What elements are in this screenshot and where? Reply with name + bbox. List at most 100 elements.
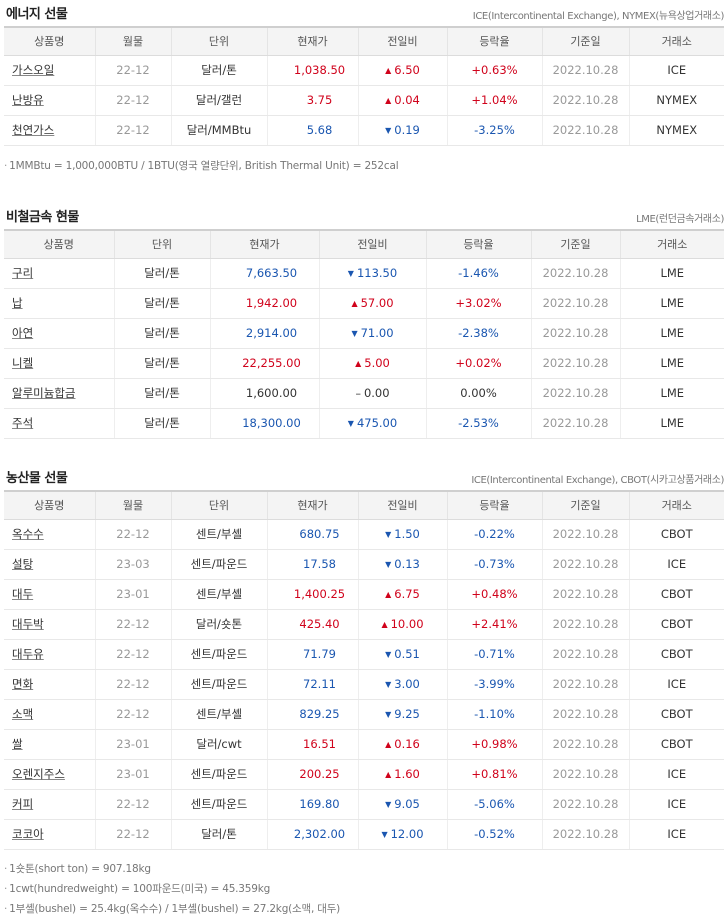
commodity-link[interactable]: 코코아 [12, 827, 44, 841]
commodity-link[interactable]: 천연가스 [12, 123, 55, 137]
rate-cell: -3.25% [446, 115, 542, 146]
month-cell: 22-12 [94, 115, 171, 146]
change-cell: ▼ 71.00 [318, 318, 426, 349]
commodity-name-cell: 난방유 [4, 85, 95, 116]
commodity-link[interactable]: 구리 [12, 266, 34, 280]
price-cell: 200.25 [266, 759, 358, 790]
month-cell: 22-12 [94, 609, 171, 640]
commodity-name-cell: 코코아 [4, 819, 95, 850]
exchange-cell: ICE [628, 549, 724, 580]
commodity-link[interactable]: 아연 [12, 326, 34, 340]
change-value: 475.00 [356, 416, 398, 430]
commodity-link[interactable]: 알루미늄합금 [12, 386, 76, 400]
commodity-name-cell: 니켈 [4, 348, 114, 379]
commodity-link[interactable]: 오렌지주스 [12, 767, 65, 781]
change-cell: ▼ 9.25 [357, 699, 447, 730]
commodity-link[interactable]: 옥수수 [12, 527, 44, 541]
unit-cell: 달러/톤 [113, 288, 210, 319]
date-cell: 2022.10.28 [530, 288, 620, 319]
unit-cell: 달러/톤 [170, 55, 267, 86]
commodity-link[interactable]: 주석 [12, 416, 34, 430]
change-cell: –0.00 [318, 378, 426, 409]
commodity-name-cell: 소맥 [4, 699, 95, 730]
change-value: 9.05 [394, 797, 420, 811]
exchange-cell: ICE [628, 55, 724, 86]
col-header: 기준일 [541, 27, 629, 56]
commodity-link[interactable]: 대두 [12, 587, 34, 601]
commodity-link[interactable]: 쌀 [12, 737, 23, 751]
change-value: 1.50 [394, 527, 420, 541]
energy-source: ICE(Intercontinental Exchange), NYMEX(뉴욕… [472, 11, 725, 22]
commodity-link[interactable]: 니켈 [12, 356, 34, 370]
commodity-link[interactable]: 설탕 [12, 557, 34, 571]
commodity-link[interactable]: 대두박 [12, 617, 44, 631]
commodity-name-cell: 옥수수 [4, 519, 95, 550]
price-cell: 72.11 [266, 669, 358, 700]
rate-cell: +0.48% [446, 579, 542, 610]
table-row: 아연 달러/톤 2,914.00 ▼ 71.00 -2.38% 2022.10.28 LME [4, 318, 724, 349]
exchange-cell: LME [619, 258, 724, 289]
commodity-link[interactable]: 가스오일 [12, 63, 55, 77]
change-value: 12.00 [390, 827, 424, 841]
metals-table: 상품명 단위 현재가 전일비 등락율 기준일 거래소 구리 달러/톤 7,663.5… [4, 229, 724, 439]
exchange-cell: LME [619, 348, 724, 379]
price-cell: 1,600.00 [209, 378, 319, 409]
price-cell: 16.51 [266, 729, 358, 760]
commodity-name-cell: 대두 [4, 579, 95, 610]
agri-section: 농산물 선물 ICE(Intercontinental Exchange), C… [0, 464, 728, 915]
unit-cell: 달러/숏톤 [170, 609, 267, 640]
change-value: 113.50 [356, 266, 398, 280]
rate-cell: +0.81% [446, 759, 542, 790]
change-cell: ▲ 0.16 [357, 729, 447, 760]
date-cell: 2022.10.28 [541, 819, 629, 850]
exchange-cell: NYMEX [628, 115, 724, 146]
commodity-link[interactable]: 대두유 [12, 647, 44, 661]
commodity-name-cell: 쌀 [4, 729, 95, 760]
commodity-link[interactable]: 난방유 [12, 93, 44, 107]
commodity-name-cell: 아연 [4, 318, 114, 349]
table-row: 대두유 22-12 센트/파운드 71.79 ▼ 0.51 -0.71% 2022.10.28… [4, 639, 724, 670]
rate-cell: -5.06% [446, 789, 542, 820]
energy-note: 1MMBtu = 1,000,000BTU / 1BTU(영국 열량단위, Br… [4, 158, 398, 173]
change-value: 0.00 [363, 386, 390, 400]
col-header: 기준일 [530, 230, 620, 259]
change-value: 5.00 [364, 356, 390, 370]
price-cell: 1,400.25 [266, 579, 358, 610]
exchange-cell: LME [619, 288, 724, 319]
change-cell: ▼ 113.50 [318, 258, 426, 289]
change-value: 0.51 [394, 647, 420, 661]
change-value: 10.00 [390, 617, 424, 631]
month-cell: 22-12 [94, 819, 171, 850]
date-cell: 2022.10.28 [541, 729, 629, 760]
price-cell: 18,300.00 [209, 408, 319, 439]
table-row: 니켈 달러/톤 22,255.00 ▲ 5.00 +0.02% 2022.10.28 LME [4, 348, 724, 379]
rate-cell: -2.38% [425, 318, 531, 349]
commodity-link[interactable]: 납 [12, 296, 23, 310]
commodity-link[interactable]: 면화 [12, 677, 34, 691]
table-row: 쌀 23-01 달러/cwt 16.51 ▲ 0.16 +0.98% 2022.10.28 CB… [4, 729, 724, 760]
change-cell: ▲ 1.60 [357, 759, 447, 790]
rate-cell: +0.63% [446, 55, 542, 86]
change-cell: ▲ 5.00 [318, 348, 426, 379]
date-cell: 2022.10.28 [541, 669, 629, 700]
table-row: 오렌지주스 23-01 센트/파운드 200.25 ▲ 1.60 +0.81% 2022.10… [4, 759, 724, 790]
metals-header-row: 상품명 단위 현재가 전일비 등락율 기준일 거래소 [4, 230, 724, 259]
triangle-up-icon: ▲ [351, 299, 358, 308]
rate-cell: -1.46% [425, 258, 531, 289]
col-header: 단위 [113, 230, 210, 259]
change-value: 57.00 [360, 296, 394, 310]
col-header: 상품명 [4, 491, 95, 520]
agri-header: 농산물 선물 ICE(Intercontinental Exchange), C… [0, 464, 728, 490]
commodity-link[interactable]: 커피 [12, 797, 34, 811]
rate-cell: +3.02% [425, 288, 531, 319]
commodity-link[interactable]: 소맥 [12, 707, 34, 721]
price-cell: 680.75 [266, 519, 358, 550]
change-cell: ▼ 0.19 [357, 115, 447, 146]
triangle-down-icon: ▼ [385, 680, 392, 689]
date-cell: 2022.10.28 [541, 759, 629, 790]
price-cell: 2,302.00 [266, 819, 358, 850]
price-cell: 71.79 [266, 639, 358, 670]
triangle-down-icon: ▼ [385, 126, 392, 135]
unit-cell: 센트/파운드 [170, 789, 267, 820]
rate-cell: +1.04% [446, 85, 542, 116]
